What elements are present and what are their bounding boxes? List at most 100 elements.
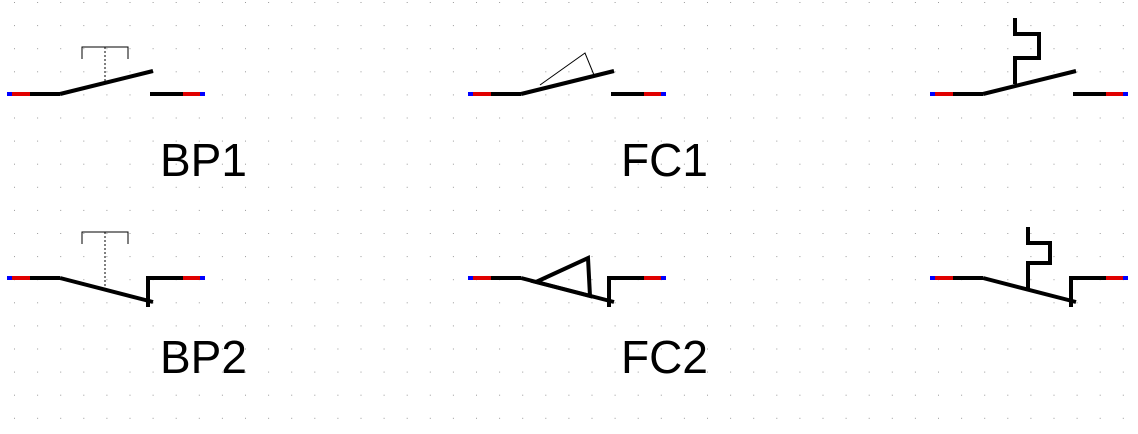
grid-dot [337, 71, 339, 73]
grid-dot [383, 25, 385, 27]
grid-dot [499, 371, 501, 373]
grid-dot [383, 233, 385, 234]
grid-dot [891, 71, 893, 73]
grid-dot [822, 417, 824, 419]
grid-dot [198, 417, 200, 419]
grid-dot [129, 256, 131, 258]
grid-dot [637, 117, 639, 119]
grid-dot [961, 163, 963, 165]
grid-dot [1099, 233, 1101, 234]
grid-dot [660, 140, 662, 142]
grid-dot [1122, 186, 1124, 188]
grid-dot [522, 71, 524, 73]
grid-dot [1099, 417, 1101, 419]
limit-switch-nc-symbol-fc2[interactable] [468, 254, 666, 307]
grid-dot [938, 71, 939, 73]
grid-dot [614, 394, 616, 396]
grid-dot [568, 394, 570, 396]
grid-dot [522, 209, 524, 211]
grid-dot [37, 48, 39, 50]
grid-dot [106, 417, 108, 419]
grid-dot [799, 94, 801, 96]
grid-dot [637, 140, 639, 142]
grid-dot [152, 417, 154, 419]
grid-dot [106, 2, 108, 3]
grid-dot [868, 279, 870, 281]
grid-dot [60, 417, 62, 419]
grid-dot [198, 48, 200, 50]
grid-dot [1053, 371, 1055, 373]
grid-dot [522, 140, 524, 142]
grid-dot [1099, 71, 1101, 73]
grid-dot [245, 25, 246, 27]
grid-dot [822, 394, 824, 396]
grid-dot [845, 48, 847, 50]
grid-dot [383, 371, 385, 373]
grid-dot [683, 94, 685, 96]
grid-dot [429, 94, 431, 96]
pushbutton-nc-symbol-bp2[interactable] [7, 231, 205, 307]
grid-dot [545, 140, 547, 142]
grid-dot [961, 348, 963, 350]
grid-dot [707, 371, 708, 373]
grid-dot [452, 163, 454, 165]
grid-dot [938, 2, 939, 3]
grid-dot [568, 348, 570, 350]
grid-dot [730, 371, 732, 373]
grid-dot [268, 325, 270, 327]
grid-dot [591, 256, 593, 258]
grid-dot [337, 302, 339, 304]
grid-dot [845, 117, 847, 119]
grid-dot [175, 417, 177, 419]
grid-dot [1122, 371, 1124, 373]
grid-dot [452, 140, 454, 142]
grid-dot [568, 417, 570, 419]
grid-dot [152, 163, 154, 165]
grid-dot [175, 186, 177, 188]
grid-dot [799, 25, 801, 27]
grid-dot [106, 348, 108, 350]
grid-dot [1030, 186, 1032, 188]
grid-dot [1007, 417, 1009, 419]
grid-dot [591, 325, 593, 327]
grid-dot [198, 302, 200, 304]
grid-dot [660, 209, 662, 211]
grid-dot [1053, 417, 1055, 419]
grid-dot [961, 233, 963, 234]
grid-dot [245, 163, 246, 165]
grid-dot [914, 371, 916, 373]
pushbutton-no-symbol-bp1[interactable] [7, 46, 205, 96]
grid-dot [476, 209, 477, 211]
grid-dot [245, 2, 246, 3]
grid-dot [522, 325, 524, 327]
grid-dot [522, 233, 524, 234]
grid-dot [291, 117, 293, 119]
rotary-switch-no-symbol[interactable] [930, 18, 1128, 96]
grid-dot [314, 371, 316, 373]
grid-dot [914, 233, 916, 234]
grid-dot [245, 256, 246, 258]
grid-dot [1053, 302, 1055, 304]
grid-dot [1122, 233, 1124, 234]
grid-dot [614, 371, 616, 373]
grid-dot [337, 256, 339, 258]
grid-dot [614, 48, 616, 50]
grid-dot [1030, 25, 1032, 27]
grid-dot [245, 140, 246, 142]
grid-dot [60, 325, 62, 327]
grid-dot [452, 348, 454, 350]
grid-dot [637, 48, 639, 50]
grid-dot [452, 302, 454, 304]
grid-dot [1076, 186, 1078, 188]
grid-dot [637, 209, 639, 211]
grid-dot [822, 2, 824, 3]
grid-dot [891, 233, 893, 234]
grid-dot [1076, 348, 1078, 350]
grid-dot [429, 48, 431, 50]
limit-switch-no-symbol-fc1[interactable] [468, 52, 666, 96]
grid-dot [961, 48, 963, 50]
grid-dot [961, 2, 963, 3]
grid-dot [1099, 163, 1101, 165]
rotary-switch-nc-symbol[interactable] [930, 227, 1128, 307]
grid-dot [406, 163, 408, 165]
